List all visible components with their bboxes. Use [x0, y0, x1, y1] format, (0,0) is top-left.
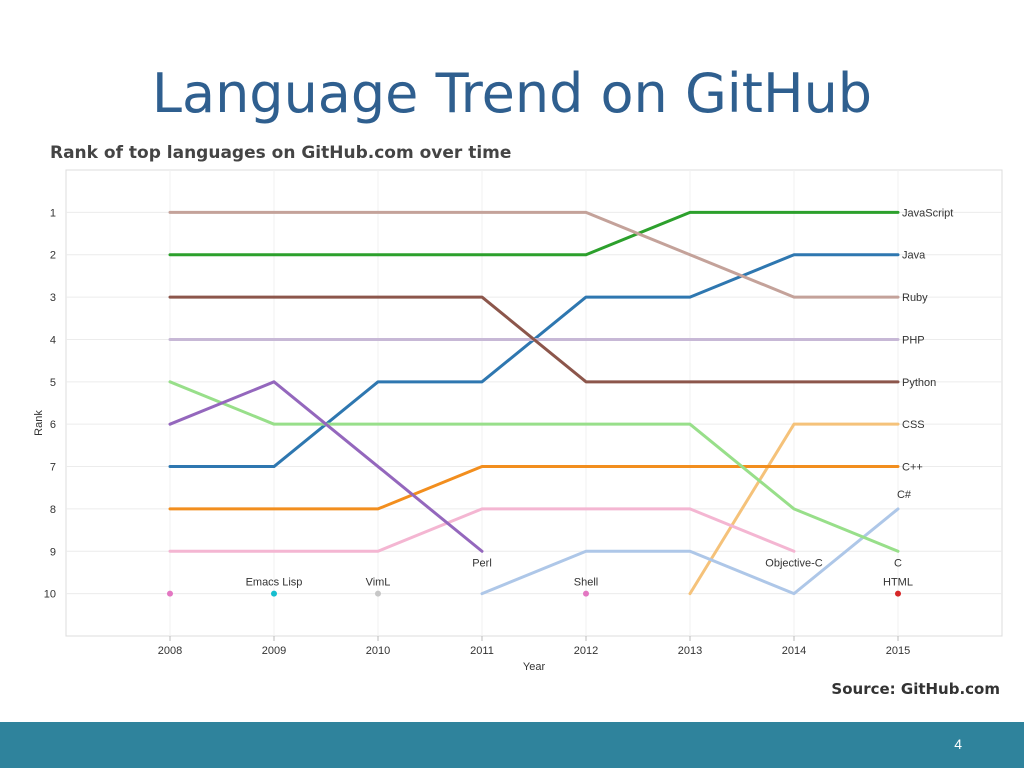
- x-tick-label: 2011: [470, 645, 494, 657]
- point-label-html: HTML: [883, 577, 913, 589]
- series-label-java: Java: [902, 250, 926, 262]
- data-point: [167, 590, 173, 597]
- series-label-php: PHP: [902, 334, 925, 346]
- y-axis-label: Rank: [33, 410, 45, 436]
- y-tick-label: 1: [50, 207, 56, 219]
- series-line-objective-c: [168, 507, 796, 553]
- page-number: 4: [954, 736, 962, 752]
- data-point: [375, 590, 381, 597]
- x-tick-label: 2010: [366, 645, 390, 657]
- series-label-javascript: JavaScript: [902, 207, 953, 219]
- y-tick-label: 2: [50, 250, 56, 262]
- y-tick-label: 9: [50, 546, 56, 558]
- x-tick-label: 2014: [782, 645, 806, 657]
- x-tick-label: 2015: [886, 645, 910, 657]
- y-tick-label: 10: [44, 589, 56, 601]
- series-line-ruby: [168, 210, 900, 299]
- series-line-javascript: [168, 210, 900, 257]
- point-label-emacs-lisp: Emacs Lisp: [246, 577, 303, 589]
- point-label-viml: VimL: [366, 577, 391, 589]
- y-tick-label: 5: [50, 377, 56, 389]
- series-line-perl: [168, 380, 484, 553]
- series-line-c: [168, 380, 900, 553]
- series-line-python: [168, 295, 900, 384]
- series-label-python: Python: [902, 377, 936, 389]
- data-point: [583, 590, 589, 597]
- y-tick-label: 4: [50, 334, 56, 346]
- x-tick-label: 2013: [678, 645, 702, 657]
- y-tick-label: 8: [50, 504, 56, 516]
- y-tick-label: 7: [50, 462, 56, 474]
- series-line-c-: [480, 507, 900, 596]
- slide-title: Language Trend on GitHub: [151, 62, 873, 125]
- point-label-shell: Shell: [574, 577, 598, 589]
- series-label-c: C: [894, 557, 902, 569]
- plot-frame: [65, 169, 1003, 637]
- chart-title: Rank of top languages on GitHub.com over…: [50, 143, 512, 163]
- series-label-ruby: Ruby: [902, 292, 928, 304]
- data-point: [895, 590, 901, 597]
- y-tick-label: 3: [50, 292, 56, 304]
- series-label-css: CSS: [902, 419, 925, 431]
- x-axis-label: Year: [523, 661, 546, 673]
- x-tick-label: 2012: [574, 645, 598, 657]
- footer-bar: 4: [0, 722, 1024, 768]
- series-label-perl: Perl: [472, 557, 492, 569]
- y-tick-label: 6: [50, 419, 56, 431]
- series-label-objective-c: Objective-C: [765, 557, 823, 569]
- data-point: [271, 590, 277, 597]
- source-credit: Source: GitHub.com: [831, 680, 1000, 698]
- series-line-c-: [168, 465, 900, 511]
- series-label-c-: C++: [902, 462, 923, 474]
- rank-line-chart: 1 2 3 4 5 6 7 8 9 10 2008 2009 2010 2011 2012 2013 2014 2…: [33, 169, 1003, 673]
- x-tick-label: 2008: [158, 645, 182, 657]
- series-line-css: [688, 422, 900, 596]
- x-tick-label: 2009: [262, 645, 286, 657]
- series-label-c-: C#: [897, 489, 912, 501]
